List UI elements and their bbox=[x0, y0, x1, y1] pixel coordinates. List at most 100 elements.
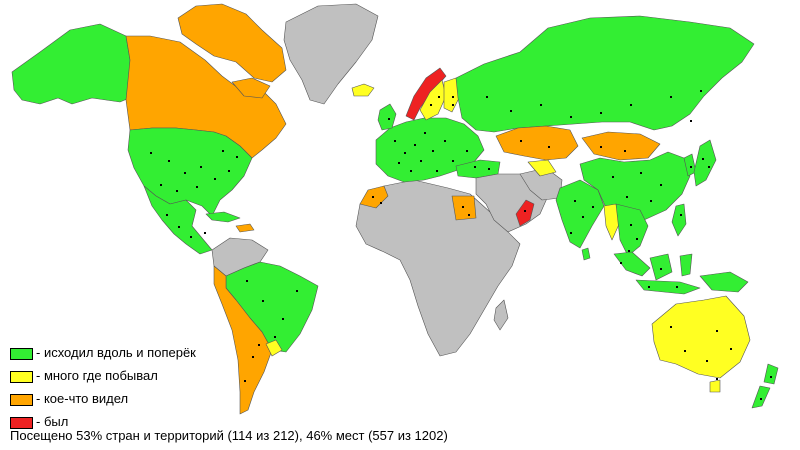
place-marker bbox=[574, 200, 576, 202]
place-marker bbox=[660, 184, 662, 186]
place-marker bbox=[636, 238, 638, 240]
region-mexico bbox=[143, 185, 213, 255]
place-marker bbox=[184, 172, 186, 174]
region-sa-south bbox=[213, 265, 273, 415]
region-nz-south bbox=[751, 385, 771, 409]
legend-swatch-visited bbox=[10, 371, 33, 383]
region-mongolia bbox=[581, 131, 661, 161]
region-norway bbox=[405, 67, 447, 121]
place-marker bbox=[570, 116, 572, 118]
place-marker bbox=[160, 184, 162, 186]
region-indonesia-west bbox=[613, 251, 651, 277]
place-marker bbox=[466, 150, 468, 152]
region-arctic-islands bbox=[177, 3, 287, 83]
region-borneo bbox=[649, 253, 673, 281]
place-marker bbox=[150, 152, 152, 154]
region-new-guinea bbox=[699, 271, 749, 293]
place-marker bbox=[680, 214, 682, 216]
place-marker bbox=[626, 196, 628, 198]
region-oman bbox=[515, 199, 535, 227]
place-marker bbox=[176, 190, 178, 192]
place-marker bbox=[282, 318, 284, 320]
region-caribbean bbox=[235, 223, 255, 233]
place-marker bbox=[236, 156, 238, 158]
place-marker bbox=[640, 172, 642, 174]
place-marker bbox=[380, 202, 382, 204]
region-russia bbox=[455, 15, 755, 133]
region-tasmania bbox=[709, 379, 721, 393]
region-alaska bbox=[11, 23, 135, 105]
place-marker bbox=[462, 206, 464, 208]
legend-label-explored: - исходил вдоль и поперёк bbox=[36, 345, 196, 360]
place-marker bbox=[670, 96, 672, 98]
place-marker bbox=[684, 350, 686, 352]
place-marker bbox=[716, 330, 718, 332]
place-marker bbox=[262, 300, 264, 302]
place-marker bbox=[296, 290, 298, 292]
place-marker bbox=[548, 146, 550, 148]
place-marker bbox=[612, 176, 614, 178]
place-marker bbox=[630, 104, 632, 106]
place-marker bbox=[452, 104, 454, 106]
place-marker bbox=[452, 96, 454, 98]
place-marker bbox=[196, 186, 198, 188]
place-marker bbox=[452, 160, 454, 162]
place-marker bbox=[690, 166, 692, 168]
place-marker bbox=[190, 236, 192, 238]
place-marker bbox=[628, 250, 630, 252]
region-madagascar bbox=[493, 299, 509, 331]
place-marker bbox=[410, 170, 412, 172]
place-marker bbox=[620, 262, 622, 264]
legend-swatch-seen bbox=[10, 394, 33, 406]
region-central-asia bbox=[527, 159, 557, 177]
place-marker bbox=[204, 232, 206, 234]
region-australia bbox=[651, 295, 751, 379]
place-marker bbox=[432, 150, 434, 152]
place-marker bbox=[420, 160, 422, 162]
place-marker bbox=[690, 120, 692, 122]
region-baffin bbox=[231, 77, 271, 99]
region-india bbox=[555, 179, 605, 249]
place-marker bbox=[630, 224, 632, 226]
place-marker bbox=[488, 168, 490, 170]
place-marker bbox=[244, 380, 246, 382]
place-marker bbox=[650, 200, 652, 202]
region-java bbox=[635, 279, 701, 295]
region-finland bbox=[443, 77, 461, 113]
region-usa bbox=[127, 127, 253, 217]
region-greenland bbox=[283, 3, 379, 105]
place-marker bbox=[200, 166, 202, 168]
place-marker bbox=[730, 348, 732, 350]
place-marker bbox=[670, 326, 672, 328]
place-marker bbox=[676, 286, 678, 288]
legend-swatch-explored bbox=[10, 348, 33, 360]
place-marker bbox=[624, 150, 626, 152]
region-uruguay bbox=[265, 339, 283, 357]
region-china bbox=[579, 151, 691, 221]
region-myanmar bbox=[603, 203, 621, 241]
place-marker bbox=[760, 398, 762, 400]
region-cuba bbox=[205, 211, 241, 223]
region-philippines bbox=[671, 203, 687, 237]
place-marker bbox=[222, 150, 224, 152]
place-marker bbox=[700, 90, 702, 92]
place-marker bbox=[398, 162, 400, 164]
place-marker bbox=[600, 112, 602, 114]
region-sulawesi bbox=[679, 253, 693, 277]
region-japan bbox=[693, 139, 717, 187]
place-marker bbox=[510, 110, 512, 112]
place-marker bbox=[246, 280, 248, 282]
visit-summary: Посещено 53% стран и территорий (114 из … bbox=[10, 428, 448, 443]
place-marker bbox=[414, 144, 416, 146]
place-marker bbox=[600, 146, 602, 148]
region-iceland bbox=[351, 83, 375, 97]
region-se-asia bbox=[615, 203, 649, 257]
region-africa bbox=[355, 179, 521, 357]
place-marker bbox=[252, 356, 254, 358]
place-marker bbox=[468, 214, 470, 216]
place-marker bbox=[770, 376, 772, 378]
place-marker bbox=[438, 96, 440, 98]
place-marker bbox=[444, 140, 446, 142]
